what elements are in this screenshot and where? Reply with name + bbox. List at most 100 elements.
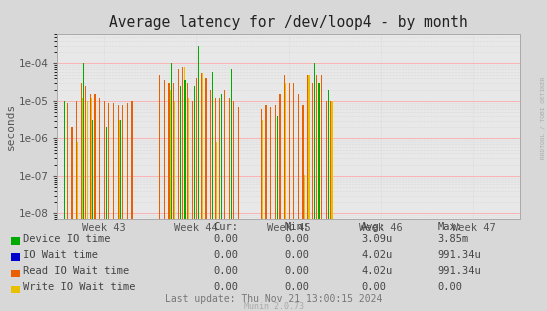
Bar (330, 101, 331, 219)
Bar (85, 86, 86, 219)
Bar (316, 75, 317, 219)
Bar (191, 101, 193, 219)
Bar (229, 98, 230, 219)
Bar (262, 120, 263, 219)
Bar (67, 103, 68, 219)
Bar (64, 101, 65, 219)
Text: 0.00: 0.00 (213, 234, 238, 244)
Bar (90, 94, 91, 219)
Bar (196, 78, 197, 219)
Bar (331, 101, 333, 219)
Bar (106, 127, 107, 219)
Bar (118, 104, 119, 219)
Text: 0.00: 0.00 (284, 282, 310, 292)
Bar (174, 101, 176, 219)
Text: 0.00: 0.00 (284, 266, 310, 276)
Text: Write IO Wait time: Write IO Wait time (23, 282, 136, 292)
Bar (82, 98, 83, 219)
Text: 4.02u: 4.02u (361, 266, 392, 276)
Bar (201, 73, 202, 219)
Bar (168, 83, 170, 219)
Bar (99, 98, 100, 219)
Bar (77, 142, 78, 219)
Text: IO Wait time: IO Wait time (23, 250, 98, 260)
Text: Avg:: Avg: (361, 222, 386, 232)
Bar (307, 75, 309, 219)
Text: Last update: Thu Nov 21 13:00:15 2024: Last update: Thu Nov 21 13:00:15 2024 (165, 294, 382, 304)
Bar (173, 83, 174, 219)
Text: 3.85m: 3.85m (438, 234, 469, 244)
Text: 0.00: 0.00 (438, 282, 463, 292)
Text: Max:: Max: (438, 222, 463, 232)
Bar (92, 120, 93, 219)
Text: 0.00: 0.00 (213, 282, 238, 292)
Text: 0.00: 0.00 (284, 234, 310, 244)
Bar (187, 83, 188, 219)
Bar (233, 101, 234, 219)
Bar (113, 103, 114, 219)
Bar (206, 78, 207, 219)
Text: 991.34u: 991.34u (438, 266, 481, 276)
Bar (131, 101, 132, 219)
Bar (312, 83, 313, 219)
Bar (159, 75, 160, 219)
Bar (178, 69, 179, 219)
Bar (309, 75, 310, 219)
Title: Average latency for /dev/loop4 - by month: Average latency for /dev/loop4 - by mont… (109, 15, 468, 30)
Text: Read IO Wait time: Read IO Wait time (23, 266, 129, 276)
Bar (280, 94, 281, 219)
Bar (188, 98, 189, 219)
Bar (198, 45, 200, 219)
Bar (120, 120, 121, 219)
Bar (95, 94, 96, 219)
Bar (216, 142, 217, 219)
Bar (212, 72, 213, 219)
Bar (293, 83, 294, 219)
Bar (171, 63, 172, 219)
Bar (184, 67, 185, 219)
Bar (164, 81, 165, 219)
Bar (224, 90, 225, 219)
Text: 0.00: 0.00 (213, 266, 238, 276)
Text: 3.09u: 3.09u (361, 234, 392, 244)
Text: Min:: Min: (284, 222, 310, 232)
Text: 0.00: 0.00 (284, 250, 310, 260)
Bar (219, 98, 220, 219)
Bar (170, 90, 171, 219)
Text: 991.34u: 991.34u (438, 250, 481, 260)
Bar (71, 127, 73, 219)
Bar (119, 120, 120, 219)
Bar (321, 75, 322, 219)
Text: 0.00: 0.00 (213, 250, 238, 260)
Bar (182, 67, 183, 219)
Bar (184, 81, 185, 219)
Bar (328, 90, 329, 219)
Bar (91, 98, 92, 219)
Bar (231, 69, 232, 219)
Bar (86, 101, 88, 219)
Bar (214, 98, 216, 219)
Bar (289, 83, 290, 219)
Text: Cur:: Cur: (213, 222, 238, 232)
Bar (180, 86, 181, 219)
Bar (127, 103, 128, 219)
Bar (314, 63, 315, 219)
Y-axis label: seconds: seconds (6, 103, 16, 150)
Bar (238, 107, 239, 219)
Bar (210, 90, 211, 219)
Bar (270, 107, 271, 219)
Text: 0.00: 0.00 (361, 282, 386, 292)
Bar (76, 101, 77, 219)
Bar (108, 103, 109, 219)
Text: 4.02u: 4.02u (361, 250, 392, 260)
Bar (80, 83, 82, 219)
Text: RRDTOOL / TOBI OETIKER: RRDTOOL / TOBI OETIKER (541, 77, 546, 160)
Bar (284, 75, 285, 219)
Bar (318, 83, 319, 219)
Bar (122, 104, 124, 219)
Bar (285, 83, 287, 219)
Bar (83, 63, 84, 219)
Bar (325, 101, 327, 219)
Bar (222, 94, 223, 219)
Text: Device IO time: Device IO time (23, 234, 110, 244)
